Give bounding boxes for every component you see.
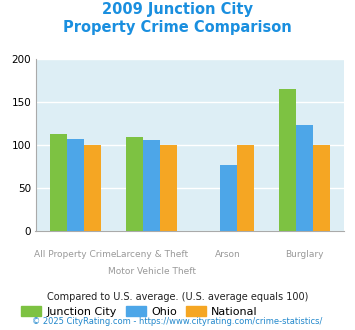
Bar [313, 145, 330, 231]
Bar [83, 145, 100, 231]
Text: Arson: Arson [215, 250, 241, 259]
Bar [50, 134, 66, 231]
Text: Property Crime Comparison: Property Crime Comparison [63, 20, 292, 35]
Bar [220, 165, 237, 231]
Text: Burglary: Burglary [285, 250, 324, 259]
Text: Compared to U.S. average. (U.S. average equals 100): Compared to U.S. average. (U.S. average … [47, 292, 308, 302]
Bar [237, 145, 254, 231]
Bar [160, 145, 177, 231]
Bar [143, 140, 160, 231]
Text: 2009 Junction City: 2009 Junction City [102, 2, 253, 16]
Text: Motor Vehicle Theft: Motor Vehicle Theft [108, 267, 196, 276]
Text: All Property Crime: All Property Crime [34, 250, 116, 259]
Legend: Junction City, Ohio, National: Junction City, Ohio, National [16, 302, 262, 321]
Bar [126, 137, 143, 231]
Bar [279, 89, 296, 231]
Text: © 2025 CityRating.com - https://www.cityrating.com/crime-statistics/: © 2025 CityRating.com - https://www.city… [32, 317, 323, 326]
Bar [66, 139, 83, 231]
Text: Larceny & Theft: Larceny & Theft [116, 250, 188, 259]
Bar [296, 125, 313, 231]
